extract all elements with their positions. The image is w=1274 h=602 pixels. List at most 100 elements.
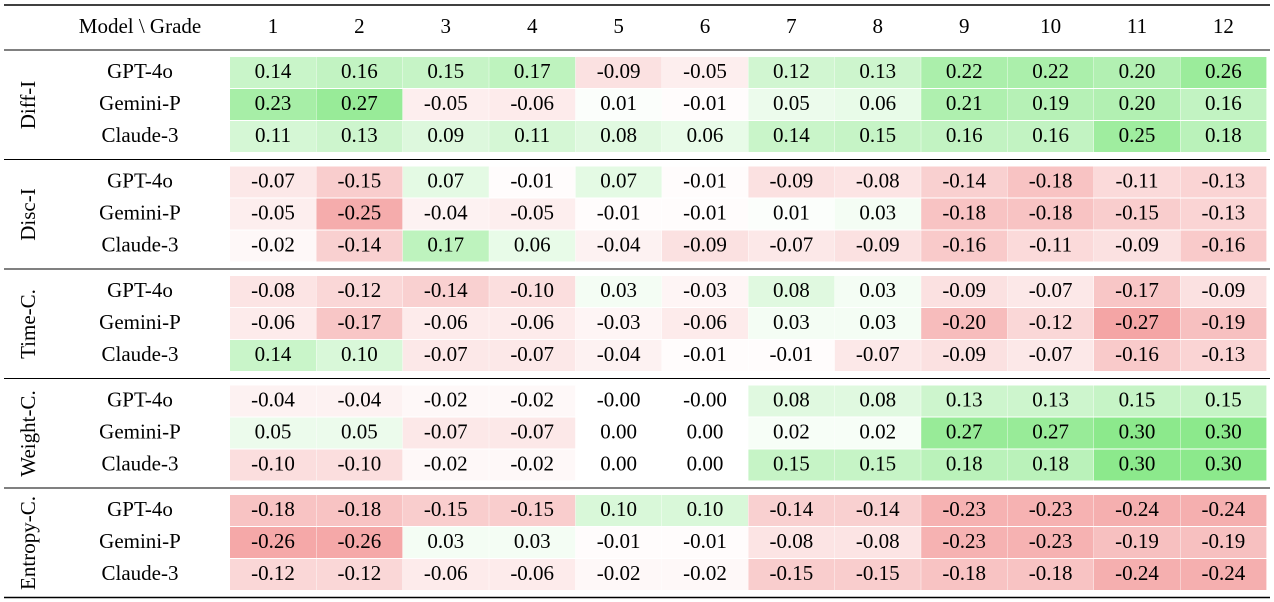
cell-bg [1094, 340, 1180, 371]
cell-value: -0.09 [770, 168, 814, 192]
cell-bg [230, 385, 316, 417]
cell-bg [402, 198, 489, 230]
cell-bg [662, 449, 748, 481]
cell-bg [1007, 276, 1094, 307]
cell-bg [921, 527, 1008, 558]
cell-bg [748, 230, 835, 262]
cell-value: 0.18 [1032, 451, 1069, 475]
cell-value: -0.26 [338, 529, 382, 553]
cell-value: -0.01 [597, 529, 641, 553]
cell-value: 0.21 [946, 91, 983, 115]
cell-value: 0.03 [600, 278, 637, 302]
cell-bg [1180, 527, 1267, 558]
cell-bg [575, 121, 662, 152]
cell-bg [1007, 198, 1094, 230]
cell-value: -0.09 [683, 232, 727, 256]
cell-value: 0.10 [687, 497, 724, 521]
cell-value: 0.19 [1032, 91, 1069, 115]
cell-value: 0.01 [773, 200, 810, 224]
cell-bg [834, 230, 921, 262]
cell-bg [834, 495, 921, 526]
cell-bg [575, 198, 662, 230]
cell-bg [230, 495, 316, 526]
grade-header: 1 [268, 14, 279, 38]
cell-bg [748, 121, 835, 152]
cell-bg [834, 449, 921, 481]
cell-bg [489, 89, 576, 120]
cell-value: 0.16 [1032, 123, 1069, 147]
cell-value: -0.01 [683, 91, 727, 115]
cell-bg [662, 276, 748, 307]
cell-bg [748, 308, 835, 339]
cell-value: -0.13 [1202, 342, 1246, 366]
cell-bg [230, 230, 316, 262]
cell-value: -0.04 [338, 387, 382, 411]
cell-value: 0.11 [514, 123, 550, 147]
cell-value: -0.07 [770, 232, 814, 256]
cell-bg [1007, 527, 1094, 558]
cell-value: -0.01 [683, 342, 727, 366]
cell-bg [230, 308, 316, 339]
cell-value: -0.15 [856, 561, 900, 585]
cell-bg [748, 559, 835, 590]
cell-value: -0.15 [338, 168, 382, 192]
cell-bg [1007, 89, 1094, 120]
cell-bg [748, 417, 835, 449]
cell-bg [748, 527, 835, 558]
cell-bg [316, 121, 403, 152]
cell-value: 0.23 [255, 91, 292, 115]
cell-value: 0.05 [255, 419, 292, 443]
grade-header: 12 [1213, 14, 1234, 38]
cell-bg [662, 527, 748, 558]
cell-value: -0.23 [942, 529, 986, 553]
cell-value: -0.07 [856, 342, 900, 366]
cell-bg [1180, 57, 1267, 88]
cell-value: -0.02 [597, 561, 641, 585]
cell-value: -0.07 [510, 419, 554, 443]
cell-value: -0.02 [424, 387, 468, 411]
cell-value: -0.17 [338, 310, 382, 334]
cell-bg [748, 198, 835, 230]
cell-bg [1007, 166, 1094, 198]
cell-bg [1180, 230, 1267, 262]
cell-value: 0.00 [600, 419, 637, 443]
cell-value: -0.18 [942, 561, 986, 585]
model-name: Claude-3 [102, 451, 179, 475]
cell-value: 0.12 [773, 59, 810, 83]
cell-value: -0.07 [1029, 278, 1073, 302]
cell-bg [575, 166, 662, 198]
cell-value: 0.27 [1032, 419, 1069, 443]
cell-value: 0.16 [946, 123, 983, 147]
cell-value: -0.08 [770, 529, 814, 553]
cell-bg [489, 198, 576, 230]
cell-bg [748, 57, 835, 88]
model-name: Gemini-P [99, 529, 181, 553]
cell-value: 0.08 [600, 123, 637, 147]
cell-bg [1094, 89, 1180, 120]
cell-value: 0.20 [1119, 91, 1156, 115]
cell-bg [1180, 417, 1267, 449]
cell-value: -0.00 [597, 387, 641, 411]
cell-value: 0.06 [687, 123, 724, 147]
cell-value: -0.06 [683, 310, 727, 334]
cell-value: 0.07 [600, 168, 637, 192]
cell-value: -0.01 [770, 342, 814, 366]
cell-value: 0.27 [341, 91, 378, 115]
cell-bg [402, 495, 489, 526]
cell-bg [834, 166, 921, 198]
cell-value: -0.02 [510, 451, 554, 475]
cell-value: -0.06 [424, 561, 468, 585]
cell-value: -0.01 [683, 529, 727, 553]
grade-header: 7 [786, 14, 797, 38]
cell-bg [748, 89, 835, 120]
cell-bg [489, 417, 576, 449]
cell-value: -0.13 [1202, 168, 1246, 192]
cell-value: 0.16 [341, 59, 378, 83]
cell-value: 0.30 [1119, 451, 1156, 475]
cell-value: -0.09 [856, 232, 900, 256]
cell-value: -0.11 [1116, 168, 1159, 192]
cell-value: -0.07 [1029, 342, 1073, 366]
cell-bg [402, 230, 489, 262]
cell-value: -0.12 [1029, 310, 1073, 334]
cell-bg [316, 166, 403, 198]
